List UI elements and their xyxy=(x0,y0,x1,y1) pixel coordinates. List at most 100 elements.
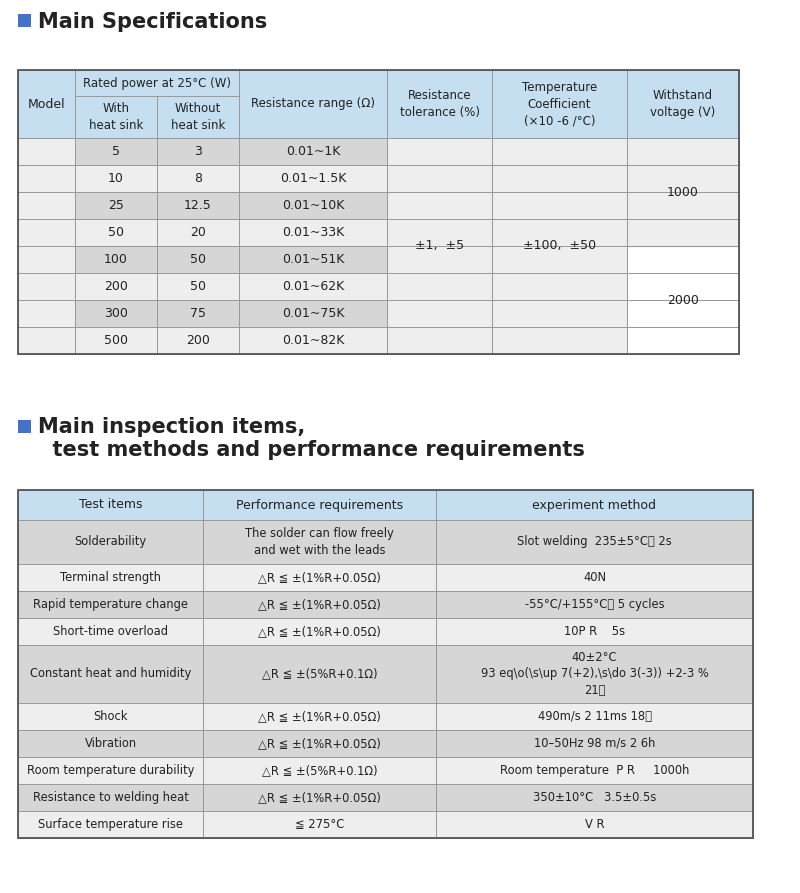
Bar xyxy=(203,618,436,645)
Bar xyxy=(239,138,387,165)
Bar xyxy=(18,327,75,354)
Text: 3: 3 xyxy=(194,145,202,158)
Bar xyxy=(387,219,492,246)
Text: 2000: 2000 xyxy=(667,294,699,306)
Text: 100: 100 xyxy=(104,253,128,266)
Text: 0.01~75K: 0.01~75K xyxy=(282,307,344,320)
Bar xyxy=(18,420,31,433)
Text: 300: 300 xyxy=(104,307,128,320)
Text: experiment method: experiment method xyxy=(533,498,657,512)
Text: Terminal strength: Terminal strength xyxy=(60,571,161,584)
Text: Short-time overload: Short-time overload xyxy=(53,625,168,638)
Text: 1000: 1000 xyxy=(667,186,699,198)
Text: Resistance
tolerance (%): Resistance tolerance (%) xyxy=(399,89,479,119)
Bar xyxy=(157,327,239,354)
Bar xyxy=(492,246,627,273)
Bar xyxy=(436,591,753,618)
Bar xyxy=(627,165,739,192)
Text: △R ≦ ±(5%R+0.1Ω): △R ≦ ±(5%R+0.1Ω) xyxy=(262,667,378,680)
Bar xyxy=(627,246,739,273)
Bar xyxy=(18,618,203,645)
Text: ±100,  ±50: ±100, ±50 xyxy=(523,239,596,253)
Bar xyxy=(18,730,203,757)
Text: Room temperature  P R     1000h: Room temperature P R 1000h xyxy=(500,764,689,777)
Bar xyxy=(18,757,203,784)
Bar xyxy=(436,703,753,730)
Text: 40N: 40N xyxy=(583,571,606,584)
Text: Temperature
Coefficient
(×10 -6 /°C): Temperature Coefficient (×10 -6 /°C) xyxy=(522,81,597,127)
Bar xyxy=(436,730,753,757)
Text: Rapid temperature change: Rapid temperature change xyxy=(33,598,188,611)
Text: △R ≦ ±(1%R+0.05Ω): △R ≦ ±(1%R+0.05Ω) xyxy=(258,737,381,750)
Bar xyxy=(18,703,203,730)
Text: 500: 500 xyxy=(104,334,128,347)
Bar xyxy=(436,618,753,645)
Bar xyxy=(75,273,157,300)
Bar xyxy=(492,138,627,165)
Text: 5: 5 xyxy=(112,145,120,158)
Bar xyxy=(492,70,627,138)
Bar xyxy=(387,300,492,327)
Text: 8: 8 xyxy=(194,172,202,185)
Text: 200: 200 xyxy=(104,280,128,293)
Text: Rated power at 25°C (W): Rated power at 25°C (W) xyxy=(83,77,231,89)
Bar xyxy=(239,70,387,138)
Bar xyxy=(239,219,387,246)
Text: 200: 200 xyxy=(186,334,210,347)
Bar xyxy=(627,192,739,219)
Bar xyxy=(18,784,203,811)
Bar xyxy=(18,246,75,273)
Text: △R ≦ ±(1%R+0.05Ω): △R ≦ ±(1%R+0.05Ω) xyxy=(258,571,381,584)
Text: Solderability: Solderability xyxy=(74,536,146,548)
Bar xyxy=(18,490,203,520)
Bar xyxy=(75,165,157,192)
Bar xyxy=(157,246,239,273)
Bar xyxy=(18,70,75,138)
Bar xyxy=(18,138,75,165)
Bar xyxy=(18,564,203,591)
Bar xyxy=(492,300,627,327)
Text: 0.01~82K: 0.01~82K xyxy=(282,334,344,347)
Text: 40±2°C
93 eq\o(\s\up 7(+2),\s\do 3(-3)) +2-3 %
21天: 40±2°C 93 eq\o(\s\up 7(+2),\s\do 3(-3)) … xyxy=(481,651,708,697)
Text: Main Specifications: Main Specifications xyxy=(38,12,267,31)
Text: 25: 25 xyxy=(108,199,124,212)
Bar xyxy=(239,300,387,327)
Text: -55°C/+155°C， 5 cycles: -55°C/+155°C， 5 cycles xyxy=(525,598,664,611)
Bar xyxy=(627,273,739,300)
Text: 10–50Hz 98 m/s 2 6h: 10–50Hz 98 m/s 2 6h xyxy=(534,737,655,750)
Text: Slot welding  235±5°C， 2s: Slot welding 235±5°C， 2s xyxy=(517,536,672,548)
Bar xyxy=(203,730,436,757)
Bar xyxy=(203,564,436,591)
Text: With
heat sink: With heat sink xyxy=(89,103,143,132)
Text: 50: 50 xyxy=(190,280,206,293)
Bar xyxy=(157,138,239,165)
Bar xyxy=(18,219,75,246)
Text: ≦ 275°C: ≦ 275°C xyxy=(295,818,344,831)
Text: 50: 50 xyxy=(108,226,124,239)
Bar xyxy=(18,811,203,838)
Bar xyxy=(436,811,753,838)
Bar xyxy=(18,591,203,618)
Text: 490m/s 2 11ms 18次: 490m/s 2 11ms 18次 xyxy=(538,710,651,723)
Text: Constant heat and humidity: Constant heat and humidity xyxy=(30,667,191,680)
Bar xyxy=(18,520,203,564)
Text: △R ≦ ±(1%R+0.05Ω): △R ≦ ±(1%R+0.05Ω) xyxy=(258,598,381,611)
Bar xyxy=(18,490,753,838)
Text: V R: V R xyxy=(585,818,604,831)
Bar xyxy=(75,96,157,138)
Bar xyxy=(387,273,492,300)
Bar xyxy=(18,14,31,27)
Text: 350±10°C   3.5±0.5s: 350±10°C 3.5±0.5s xyxy=(533,791,656,804)
Bar xyxy=(436,757,753,784)
Bar xyxy=(203,811,436,838)
Bar xyxy=(627,219,739,246)
Bar xyxy=(492,165,627,192)
Text: Resistance range (Ω): Resistance range (Ω) xyxy=(251,97,375,111)
Bar xyxy=(436,645,753,703)
Bar xyxy=(492,327,627,354)
Text: Main inspection items,: Main inspection items, xyxy=(38,417,306,437)
Text: △R ≦ ±(1%R+0.05Ω): △R ≦ ±(1%R+0.05Ω) xyxy=(258,791,381,804)
Bar xyxy=(627,70,739,138)
Bar xyxy=(627,300,739,327)
Text: The solder can flow freely
and wet with the leads: The solder can flow freely and wet with … xyxy=(245,527,394,556)
